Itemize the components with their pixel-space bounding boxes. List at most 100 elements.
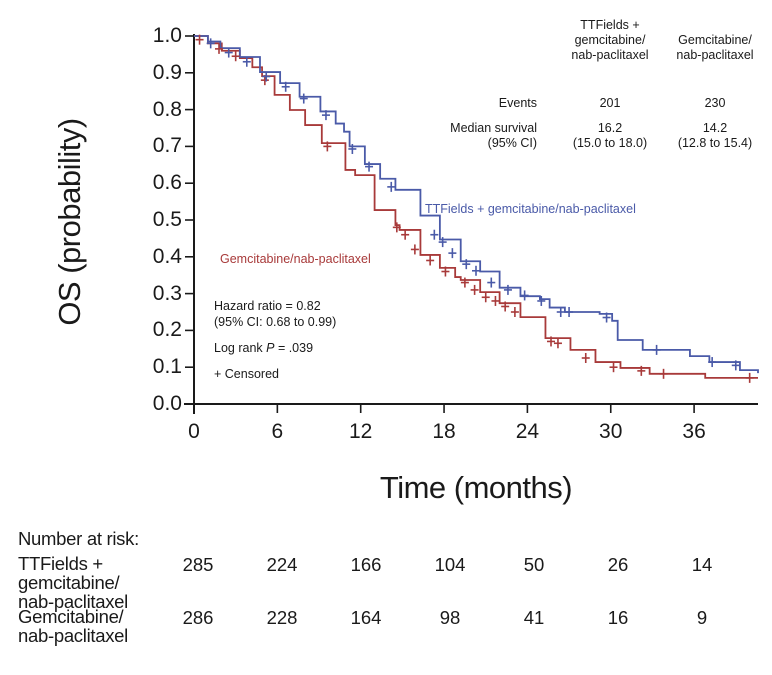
x-tick-label: 6: [271, 420, 284, 443]
censor-mark: [565, 307, 574, 317]
risk-value: 41: [523, 607, 545, 628]
risk-value: 285: [182, 554, 214, 575]
censor-mark: [581, 353, 590, 363]
risk-value: 14: [691, 554, 713, 575]
censor-mark: [365, 161, 374, 172]
x-tick-label: 18: [432, 420, 456, 443]
risk-row-label: Gemcitabine/nab-paclitaxel: [18, 607, 128, 645]
stats-median-ttfields: 16.2: [597, 121, 623, 135]
stats-header-line: nab-paclitaxel: [571, 48, 649, 62]
log-rank-text: Log rank P = .039: [214, 340, 313, 356]
stats-ci-gemcitabine: (12.8 to 15.4): [677, 136, 753, 150]
risk-value: 16: [607, 607, 629, 628]
risk-row-label-line: Gemcitabine/: [18, 606, 124, 627]
number-at-risk-title: Number at risk:: [18, 528, 139, 549]
risk-value: 26: [607, 554, 629, 575]
risk-value: 104: [434, 554, 466, 575]
censor-mark: [745, 372, 754, 383]
censor-mark: [299, 93, 308, 104]
censor-mark: [242, 56, 251, 67]
stats-header-gemcitabine: Gemcitabine/ nab-paclitaxel: [660, 33, 770, 63]
censor-mark: [430, 229, 439, 240]
risk-value: 286: [182, 607, 214, 628]
censor-mark: [387, 181, 396, 192]
x-tick-label: 12: [349, 420, 373, 443]
risk-value: 98: [439, 607, 461, 628]
censor-mark: [231, 51, 240, 62]
censor-mark: [537, 295, 546, 306]
risk-value: 166: [350, 554, 382, 575]
censored-legend: + Censored: [214, 367, 279, 381]
risk-row-label: TTFields + gemcitabine/nab-paclitaxel: [18, 554, 128, 611]
y-tick-label: 0.1: [152, 355, 182, 379]
axes: [184, 34, 758, 414]
censor-mark: [323, 141, 332, 152]
censor-mark: [547, 336, 556, 347]
censor-mark: [510, 307, 519, 317]
censor-mark: [321, 110, 330, 121]
censor-mark: [462, 259, 471, 270]
stats-header-line: nab-paclitaxel: [676, 48, 754, 62]
risk-value: 50: [523, 554, 545, 575]
censor-mark: [487, 277, 496, 288]
risk-value: 224: [266, 554, 298, 575]
censor-mark: [206, 38, 215, 49]
censor-mark: [637, 365, 646, 376]
censor-mark: [472, 265, 480, 276]
censor-mark: [392, 222, 401, 233]
y-tick-label: 0.3: [152, 281, 182, 305]
x-tick-label: 24: [515, 420, 540, 443]
censor-mark: [652, 344, 661, 355]
censor-marks: [195, 34, 754, 383]
censor-mark: [470, 284, 479, 295]
censor-mark: [224, 47, 233, 58]
censor-mark: [348, 143, 357, 154]
censor-mark: [281, 81, 290, 92]
hazard-ratio-text: Hazard ratio = 0.82: [214, 299, 321, 313]
risk-row-label-line: TTFields +: [18, 553, 103, 574]
y-tick-label: 0.8: [152, 97, 182, 121]
stats-events-gemcitabine: 230: [704, 96, 726, 110]
series-label-gemcitabine: Gemcitabine/nab-paclitaxel: [220, 252, 371, 266]
censor-mark: [609, 362, 618, 373]
stats-header-line: Gemcitabine/: [678, 33, 752, 47]
curve-ttfields: [194, 35, 759, 374]
censor-mark: [491, 295, 500, 306]
stats-header-line: TTFields +: [580, 18, 640, 32]
stats-row-median-label: Median survival: [450, 121, 537, 135]
x-tick-label: 30: [599, 420, 623, 443]
log-rank-prefix: Log rank: [214, 341, 267, 355]
y-tick-label: 1.0: [152, 24, 182, 47]
y-tick-label: 0.9: [152, 60, 182, 84]
censor-mark: [215, 43, 224, 54]
censor-mark: [438, 237, 447, 248]
censor-mark: [195, 34, 204, 45]
censor-mark: [520, 290, 529, 301]
stats-row-events-label: Events: [498, 96, 537, 110]
y-axis-label: OS (probability): [52, 118, 87, 326]
y-tick-label: 0.7: [152, 134, 182, 158]
censor-mark: [426, 255, 435, 266]
censor-mark: [262, 71, 271, 82]
censor-mark: [410, 244, 419, 255]
censor-mark: [460, 277, 469, 288]
censor-mark: [448, 248, 457, 259]
risk-value: 9: [696, 607, 708, 628]
censor-mark: [602, 312, 611, 323]
censor-mark: [481, 292, 490, 303]
log-rank-value: = .039: [274, 341, 314, 355]
censor-mark: [503, 284, 512, 295]
stats-header-ttfields: TTFields + gemcitabine/ nab-paclitaxel: [555, 18, 665, 63]
y-tick-label: 0.4: [152, 244, 182, 268]
censor-mark: [401, 229, 410, 240]
y-tick-label: 0.6: [152, 171, 182, 195]
stats-ci-ttfields: (15.0 to 18.0): [572, 136, 648, 150]
stats-row-ci-label: (95% CI): [487, 136, 537, 150]
x-tick-label: 36: [682, 420, 706, 443]
risk-row-label-line: gemcitabine/: [18, 572, 120, 593]
x-axis-label: Time (months): [379, 470, 573, 505]
hazard-ci-text: (95% CI: 0.68 to 0.99): [214, 315, 337, 329]
risk-row-label-line: nab-paclitaxel: [18, 625, 128, 646]
censor-mark: [708, 357, 717, 368]
